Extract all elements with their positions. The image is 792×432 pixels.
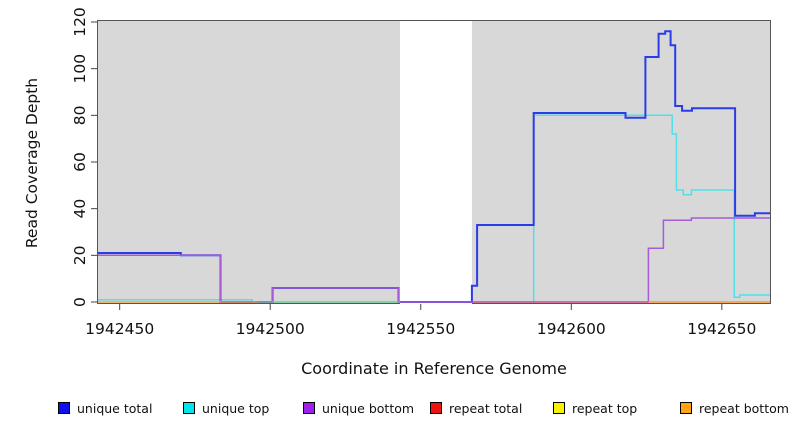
y-tick-label: 120 <box>71 7 89 37</box>
x-tick-label: 1942450 <box>85 320 154 338</box>
x-tick-label: 1942550 <box>386 320 455 338</box>
y-tick-label: 0 <box>71 297 89 307</box>
x-tick-label: 1942500 <box>236 320 305 338</box>
x-axis-title: Coordinate in Reference Genome <box>301 359 567 378</box>
coverage-gap-region <box>399 21 472 304</box>
y-axis-title: Read Coverage Depth <box>23 77 41 249</box>
y-tick-label: 80 <box>71 105 89 125</box>
y-tick-label: 100 <box>71 54 89 84</box>
y-tick-label: 60 <box>71 152 89 172</box>
x-tick-label: 1942600 <box>537 320 606 338</box>
y-tick-label: 40 <box>71 199 89 219</box>
x-tick-label: 1942650 <box>687 320 756 338</box>
y-tick-label: 20 <box>71 245 89 265</box>
